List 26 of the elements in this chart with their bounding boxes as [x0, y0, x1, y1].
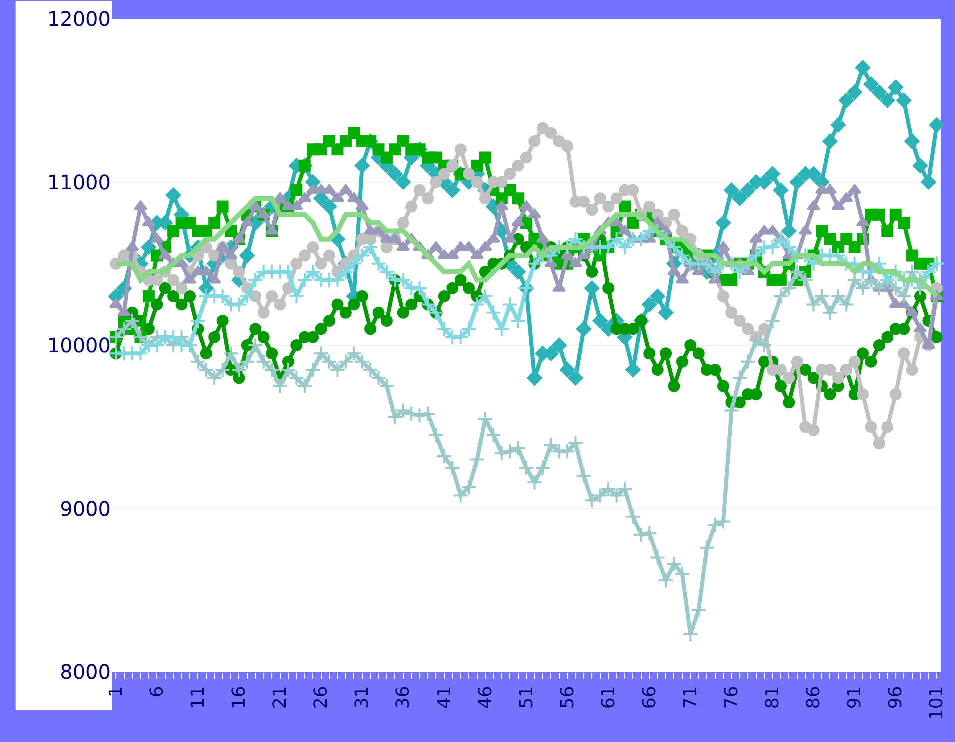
- x-tick-label: 46: [475, 686, 496, 710]
- x-tick-label: 41: [434, 686, 456, 710]
- x-tick-label: 36: [393, 686, 414, 710]
- x-tick-label: 101: [926, 686, 948, 721]
- x-tick-label: 61: [598, 686, 620, 710]
- x-tick-label: 26: [311, 686, 332, 710]
- x-tick-label: 11: [188, 686, 210, 710]
- x-tick-label: 96: [886, 686, 907, 710]
- x-tick-label: 56: [557, 686, 578, 710]
- x-tick-label: 16: [229, 686, 250, 710]
- x-tick-label: 76: [722, 686, 743, 710]
- y-tick-label: 11000: [47, 170, 111, 194]
- x-tick-label: 6: [146, 686, 168, 698]
- x-tick-label: 66: [639, 686, 660, 710]
- x-tick-label: 1: [106, 686, 127, 698]
- y-tick-label: 8000: [60, 660, 111, 684]
- y-tick-label: 10000: [47, 334, 111, 358]
- x-tick-label: 86: [804, 686, 825, 710]
- x-tick-label: 71: [680, 686, 702, 710]
- x-tick-label: 31: [352, 686, 374, 710]
- y-tick-label: 9000: [60, 496, 111, 521]
- x-tick-label: 51: [516, 686, 538, 710]
- y-tick-label: 12000: [47, 7, 111, 31]
- x-tick-label: 81: [762, 686, 784, 710]
- x-tick-label: 21: [270, 686, 292, 710]
- x-tick-label: 91: [844, 686, 866, 710]
